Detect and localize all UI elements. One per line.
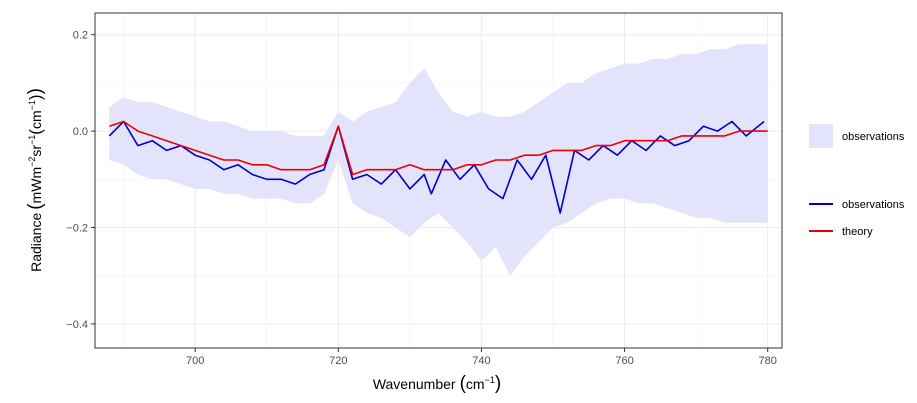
legend-label-theory: theory	[842, 226, 873, 238]
plot-panel-border	[94, 12, 783, 349]
x-tick-label: 780	[759, 355, 777, 367]
y-tick-label: −0.4	[66, 319, 88, 331]
series-line-theory	[109, 120, 768, 176]
series-line-observations	[108, 120, 765, 214]
legend-label-ribbon: observations	[842, 131, 905, 143]
legend: observations observations theory	[809, 124, 905, 238]
legend-key-ribbon	[809, 124, 833, 148]
y-tick-label: −0.2	[66, 222, 88, 234]
x-tick-label: 720	[329, 355, 347, 367]
y-tick-label: 0.2	[73, 30, 88, 42]
y-axis-title: Radiance(mWm−2sr−1(cm−1))	[25, 88, 46, 272]
x-axis: 700 720 740 760 780	[186, 348, 777, 367]
series-layer	[108, 120, 768, 214]
y-axis: −0.4 −0.2 0.0 0.2	[66, 30, 95, 331]
y-tick-label: 0.0	[73, 126, 88, 138]
x-tick-label: 700	[186, 355, 204, 367]
x-axis-title: Wavenumber (cm−1)	[373, 373, 501, 394]
x-tick-label: 740	[472, 355, 490, 367]
observations-ribbon	[109, 44, 768, 276]
x-tick-label: 760	[615, 355, 633, 367]
legend-label-observations: observations	[842, 199, 905, 211]
ribbon-layer	[109, 44, 768, 276]
